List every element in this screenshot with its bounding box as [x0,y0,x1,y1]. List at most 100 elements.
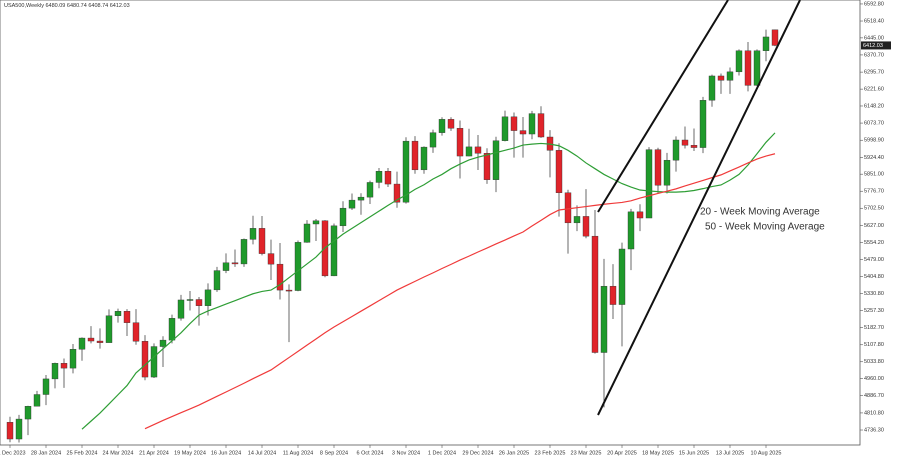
candle-body [708,75,716,101]
candle-body [465,146,473,157]
candle-body [213,270,221,291]
y-tick-label: 4736.30 [864,427,884,433]
candle-body [483,153,491,180]
y-tick-label: 6148.20 [864,103,884,109]
candle-body [312,220,320,225]
candle-body [411,140,419,171]
candle-body [276,263,284,291]
y-tick-label: 5702.50 [864,206,884,212]
candle-body [96,340,104,343]
y-tick-label: 5998.90 [864,138,884,144]
candle-body [357,196,365,201]
candle-body [303,223,311,243]
candle-body [744,50,752,86]
candle-body [627,211,635,250]
candle-body [699,100,707,148]
candle-body [267,253,275,265]
candle-body [24,406,32,420]
candle-body [537,113,545,138]
chart-title: USA500,Weekly 6480.09 6480.74 6408.74 64… [4,3,130,9]
marks [6,29,779,443]
x-tick-label: 15 Jun 2025 [679,450,709,456]
x-tick-label: 31 Dec 2023 [0,450,26,456]
candle-body [438,119,446,133]
candle-body [177,299,185,319]
x-tick-label: 23 Mar 2025 [571,450,602,456]
candle-body [636,211,644,219]
y-tick-label: 6370.70 [864,52,884,58]
y-tick-label: 5404.80 [864,274,884,280]
candle-body [87,337,95,342]
x-tick-label: 24 Mar 2024 [103,450,134,456]
candle-body [366,182,374,198]
candle-body [204,289,212,306]
x-tick-label: 19 May 2024 [174,450,206,456]
y-tick-label: 5627.00 [864,223,884,229]
x-tick-label: 11 Aug 2024 [283,450,313,456]
x-tick-label: 29 Dec 2024 [462,450,493,456]
candle-body [78,337,86,350]
ma20-annotation: 20 - Week Moving Average [700,207,820,218]
y-tick-label: 4886.70 [864,393,884,399]
x-tick-label: 6 Oct 2024 [357,450,384,456]
y-tick-label: 5776.70 [864,189,884,195]
y-tick-label: 6221.60 [864,87,884,93]
y-tick-label: 6592.80 [864,1,884,7]
candle-body [564,192,572,224]
candle-body [510,116,518,131]
candle-body [573,216,581,224]
candle-body [519,130,527,135]
ohlc-open: 6480.09 [45,3,65,9]
candle-body [555,150,563,193]
candle-body [105,315,113,343]
candle-body [15,418,23,440]
candle-body [330,225,338,277]
y-tick-label: 5330.80 [864,291,884,297]
candle-body [231,262,239,265]
x-tick-label: 28 Jan 2024 [31,450,61,456]
candle-body [429,132,437,148]
candle-body [618,248,626,305]
moving-average-line [144,153,776,430]
candle-body [735,50,743,73]
moving-average-line [81,132,776,430]
candle-body [384,171,392,185]
candle-body [393,183,401,203]
x-tick-label: 18 May 2025 [642,450,674,456]
candle-body [474,146,482,154]
price-tag-label: 6412.03 [863,43,883,49]
candle-body [33,394,41,407]
candle-body [717,75,725,81]
y-tick-label: 6445.00 [864,35,884,41]
y-tick-label: 5257.30 [864,308,884,314]
candle-body [672,139,680,161]
candle-body [762,36,770,51]
x-tick-label: 13 Jul 2025 [716,450,744,456]
y-tick-label: 5924.40 [864,155,884,161]
y-tick-label: 6295.70 [864,70,884,76]
candle-body [753,50,761,86]
candle-body [132,322,140,342]
candle-body [186,299,194,301]
candle-body [609,285,617,305]
candle-body [168,318,176,341]
candle-body [42,378,50,395]
candle-body [375,171,383,183]
x-tick-label: 25 Feb 2024 [67,450,98,456]
ma50-annotation: 50 - Week Moving Average [705,222,825,233]
candle-body [492,140,500,180]
y-tick-label: 5479.00 [864,257,884,263]
x-tick-label: 1 Dec 2024 [428,450,456,456]
y-tick-label: 5851.00 [864,172,884,178]
symbol: USA500,Weekly [4,3,44,9]
channel-upper [597,0,729,213]
candle-body [285,289,293,292]
candle-body [141,341,149,378]
candle-body [582,216,590,237]
channel-lower [597,0,801,416]
candle-body [402,140,410,203]
y-tick-label: 5554.20 [864,240,884,246]
candle-body [195,299,203,306]
candle-body [447,119,455,129]
